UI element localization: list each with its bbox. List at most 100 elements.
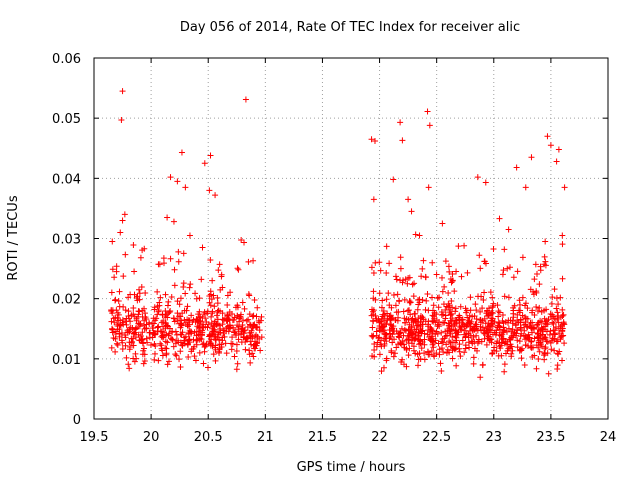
data-point [392,302,399,309]
data-point [200,321,207,328]
data-point [186,232,193,239]
data-point [557,294,564,301]
axes: 19.5 20 20.5 21 21.5 22 22.5 23 23.5 24 0 0.01 0.02 0… [52,52,616,445]
data-point [398,358,405,365]
data-point [188,329,195,336]
data-point [500,335,507,342]
data-point [529,309,536,316]
data-point [535,356,542,363]
data-point [204,364,211,371]
data-point [182,290,189,297]
data-point [110,335,117,342]
data-point [470,354,477,361]
data-point [235,326,242,333]
data-point [171,318,178,325]
data-point [175,258,182,265]
data-point [142,310,149,317]
data-point [506,264,513,271]
data-point [480,297,487,304]
data-point [463,330,470,337]
data-point [514,311,521,318]
data-point [142,290,149,297]
data-point [253,332,260,339]
data-point [474,347,481,354]
data-point [433,271,440,278]
data-point [170,218,177,225]
data-point [477,308,484,315]
data-point [555,319,562,326]
data-point [116,303,123,310]
data-point [157,340,164,347]
data-point [522,184,529,191]
data-point [395,308,402,315]
data-point [164,314,171,321]
data-point [439,288,446,295]
data-point [377,341,384,348]
data-point [535,326,542,333]
data-point [160,260,167,267]
data-point [474,174,481,181]
data-point [389,325,396,332]
data-point [518,355,525,362]
data-point [249,333,256,340]
data-point [499,311,506,318]
data-point [126,339,133,346]
data-point [430,339,437,346]
data-point [452,305,459,312]
data-point [438,345,445,352]
data-point [254,304,261,311]
data-point [252,345,259,352]
data-point [549,319,556,326]
data-point [141,305,148,312]
data-point [532,261,539,268]
data-point [258,334,265,341]
data-point [483,341,490,348]
data-point [493,340,500,347]
data-point [215,267,222,274]
data-point [184,340,191,347]
data-point [158,319,165,326]
data-point [203,319,210,325]
data-point [369,324,376,331]
data-point [446,309,453,316]
data-point [553,305,560,312]
data-point [489,294,496,301]
data-point [376,319,383,326]
data-point [449,333,456,340]
data-point [401,326,408,333]
data-point [442,258,449,265]
data-point [387,334,394,341]
data-point [428,326,435,333]
data-point [397,254,404,261]
data-point [493,348,500,355]
data-point [217,286,224,293]
data-point [376,259,383,266]
data-point [387,321,394,328]
data-point [433,328,440,335]
data-point [166,358,173,365]
data-point [485,312,492,319]
data-point [158,328,165,335]
data-point [250,257,257,264]
data-point [409,281,416,288]
data-point [178,317,185,324]
data-point [108,344,115,351]
data-point [139,329,146,336]
data-point [209,277,216,284]
data-point [412,335,419,342]
data-point [449,315,456,322]
data-point [176,301,183,308]
data-point [257,317,264,324]
data-point [415,362,422,369]
data-point [514,337,521,344]
data-point [533,288,540,295]
data-point [418,273,425,280]
data-point [174,298,181,305]
data-point [369,333,376,340]
data-point [495,313,502,320]
data-point [234,265,241,272]
data-point [140,345,147,352]
data-point [177,348,184,355]
data-points [108,88,568,381]
